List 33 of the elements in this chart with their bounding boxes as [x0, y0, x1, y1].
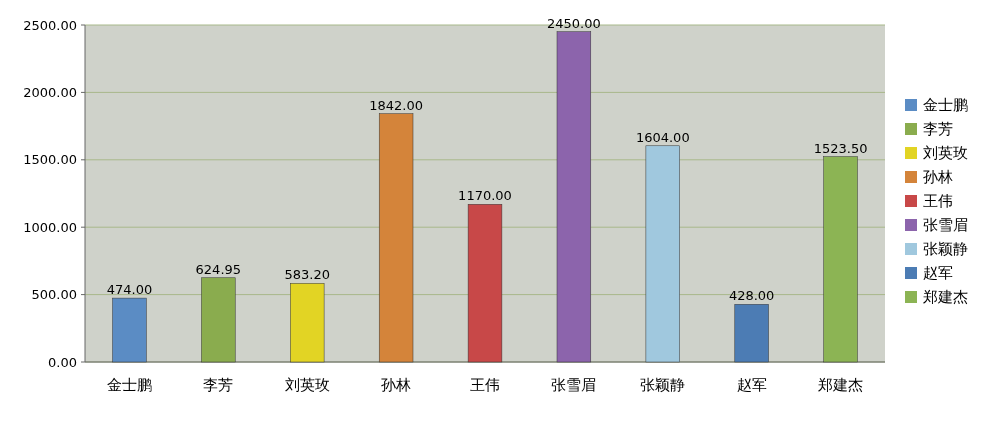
data-label: 624.95: [195, 261, 242, 277]
legend-label: 张颖静: [923, 240, 968, 259]
data-label: 1604.00: [635, 129, 690, 145]
data-label: 1523.50: [813, 140, 868, 156]
x-tick-label: 王伟: [470, 376, 500, 394]
x-tick-label: 金士鹏: [106, 376, 152, 394]
x-tick-label: 张颖静: [640, 376, 686, 394]
x-tick-label: 郑建杰: [818, 376, 864, 394]
data-label: 583.20: [284, 267, 330, 283]
data-label: 2450.00: [547, 15, 601, 31]
y-tick-label: 2000.00: [23, 84, 77, 100]
x-tick-label: 李芳: [203, 376, 234, 394]
y-tick-label: 1500.00: [23, 152, 77, 168]
legend-label: 王伟: [923, 192, 953, 211]
y-tick-label: 1000.00: [23, 219, 77, 235]
x-tick-label: 刘英玫: [284, 376, 330, 394]
legend-label: 张雪眉: [923, 216, 968, 235]
x-tick-label: 赵军: [736, 376, 767, 394]
data-label: 1170.00: [458, 188, 512, 204]
y-tick-label: 0.00: [48, 354, 77, 370]
legend-label: 金士鹏: [923, 96, 968, 115]
x-tick-label: 张雪眉: [551, 376, 597, 394]
y-tick-label: 500.00: [31, 287, 77, 303]
data-label: 474.00: [106, 282, 153, 298]
legend-label: 刘英玫: [923, 144, 968, 163]
data-label: 428.00: [728, 288, 775, 304]
legend-label: 赵军: [923, 264, 953, 283]
legend-label: 李芳: [923, 120, 953, 139]
data-label: 1842.00: [369, 97, 423, 113]
x-tick-label: 孙林: [381, 376, 412, 394]
legend-label: 郑建杰: [923, 288, 968, 307]
legend-label: 孙林: [923, 168, 953, 187]
y-tick-label: 2500.00: [23, 17, 77, 33]
